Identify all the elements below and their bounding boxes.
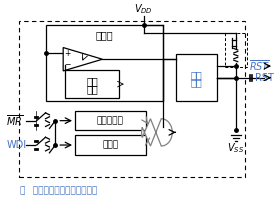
Text: 噪声滤波器: 噪声滤波器: [97, 116, 124, 125]
Text: 驱动: 驱动: [191, 78, 202, 88]
Text: −: −: [64, 61, 70, 70]
Bar: [65, 70, 119, 98]
Text: 看门狗: 看门狗: [102, 141, 118, 149]
Text: WDI: WDI: [6, 140, 26, 150]
Text: $V_{DD}$: $V_{DD}$: [134, 3, 153, 16]
Text: $V_{SS}$: $V_{SS}$: [227, 141, 244, 155]
Text: 注: 注: [19, 186, 24, 195]
Text: RST: RST: [255, 73, 274, 83]
Bar: [225, 33, 247, 67]
Text: +: +: [64, 49, 70, 58]
Text: 基准: 基准: [86, 84, 98, 94]
Bar: [75, 111, 146, 130]
Bar: [75, 135, 146, 155]
Text: 提供的功能取决于器件型号: 提供的功能取决于器件型号: [27, 186, 97, 195]
Text: 电压: 电压: [86, 76, 98, 86]
Text: $\overline{MR}$: $\overline{MR}$: [6, 113, 24, 128]
Text: 比较器: 比较器: [95, 30, 113, 40]
Polygon shape: [63, 47, 102, 71]
Bar: [46, 25, 163, 101]
Text: 输出: 输出: [191, 70, 202, 80]
Bar: [19, 21, 245, 177]
Text: $\overline{RST}$: $\overline{RST}$: [249, 59, 270, 74]
Bar: [176, 54, 217, 101]
Polygon shape: [142, 119, 172, 146]
